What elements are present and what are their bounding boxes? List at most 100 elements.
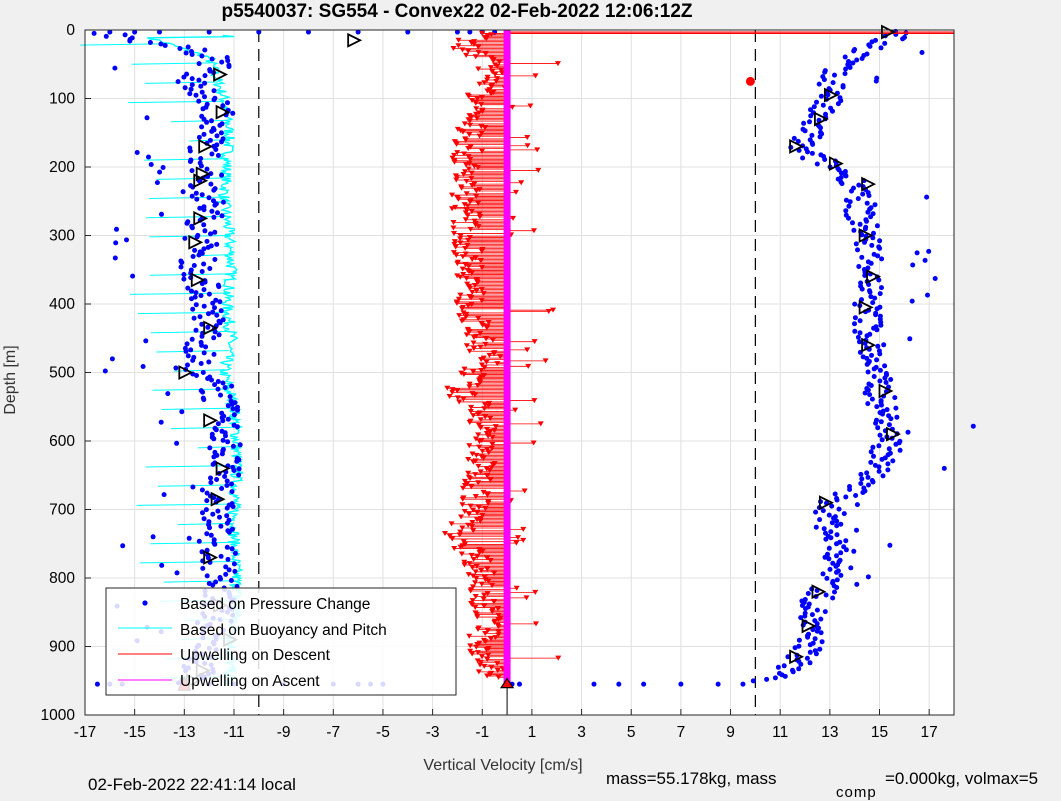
upwelling-descent-marker — [470, 340, 477, 346]
upwelling-descent-marker — [462, 262, 469, 268]
upwelling-descent-marker — [461, 202, 468, 208]
upwelling-descent-marker — [455, 196, 462, 202]
upwelling-descent-marker — [472, 100, 479, 106]
pressure-dot — [868, 260, 874, 266]
upwelling-descent-marker — [454, 126, 461, 132]
pressure-dot — [225, 416, 231, 422]
upwelling-descent-marker — [476, 444, 483, 450]
pressure-dot — [219, 172, 225, 178]
pressure-dot — [193, 190, 199, 196]
pressure-dot — [174, 570, 180, 576]
upwelling-descent-marker — [545, 309, 552, 315]
upwelling-descent-marker — [467, 643, 474, 649]
pressure-dot — [878, 322, 884, 328]
pressure-dot — [818, 125, 823, 131]
pressure-dot — [205, 244, 211, 250]
upwelling-descent-marker — [469, 584, 476, 590]
pressure-dot — [860, 490, 866, 495]
upwelling-descent-marker — [475, 463, 482, 469]
direction-marker — [203, 412, 219, 428]
upwelling-descent-marker — [495, 674, 502, 680]
pressure-dot — [792, 645, 798, 651]
pressure-dot — [807, 660, 813, 666]
x-axis-label: Vertical Velocity [cm/s] — [423, 757, 582, 774]
pressure-dot — [178, 264, 184, 270]
upwelling-descent-marker — [484, 88, 491, 94]
buoyancy-excursion — [157, 484, 236, 487]
pressure-dot — [184, 220, 190, 226]
x-tick-label: -17 — [74, 724, 96, 741]
y-tick-label: 1000 — [41, 707, 76, 724]
direction-marker — [861, 176, 877, 192]
legend-marker-pressure — [142, 600, 148, 606]
upwelling-descent-marker — [484, 673, 491, 679]
upwelling-descent-marker — [458, 551, 465, 557]
upwelling-descent-marker — [484, 657, 491, 663]
upwelling-descent-marker — [453, 252, 460, 258]
upwelling-descent-marker — [483, 647, 490, 653]
pressure-dot — [208, 532, 214, 538]
pressure-dot — [194, 373, 199, 378]
pressure-dot — [859, 254, 865, 260]
upwelling-descent-marker — [458, 318, 465, 324]
pressure-dot — [897, 447, 903, 453]
upwelling-descent-marker — [470, 346, 477, 352]
upwelling-descent-marker — [472, 436, 479, 442]
upwelling-descent-marker — [532, 73, 539, 79]
upwelling-descent-marker — [454, 395, 461, 401]
pressure-dot — [823, 592, 829, 598]
pressure-dot — [838, 550, 844, 556]
upwelling-descent-marker — [481, 406, 488, 412]
pressure-dot — [870, 235, 876, 241]
pressure-dot — [857, 318, 863, 324]
x-tick-label: -5 — [376, 724, 390, 741]
upwelling-descent-marker — [462, 246, 469, 252]
upwelling-descent-marker — [461, 562, 468, 568]
pressure-dot — [829, 503, 835, 509]
upwelling-descent-marker — [497, 354, 504, 360]
upwelling-descent-marker — [477, 469, 484, 475]
pressure-dot — [216, 332, 222, 338]
y-tick-labels: 0 100 200 300 400 500 600 700 800 900 1000 — [41, 22, 76, 724]
upwelling-descent-marker — [444, 385, 451, 391]
upwelling-descent-marker — [466, 420, 473, 426]
direction-marker — [203, 320, 219, 336]
pressure-dot — [188, 86, 194, 92]
pressure-dot — [880, 473, 886, 479]
footer-mass: mass=55.178kg, mass — [606, 769, 777, 788]
upwelling-descent-marker — [489, 441, 496, 447]
buoyancy-excursion — [139, 561, 236, 564]
pressure-dot — [869, 39, 875, 45]
upwelling-descent-marker — [466, 384, 473, 390]
legend-label-pressure: Based on Pressure Change — [180, 596, 370, 613]
pressure-dot — [203, 507, 209, 513]
pressure-dot — [219, 213, 225, 219]
upwelling-descent-marker — [476, 133, 483, 139]
pressure-dot — [189, 82, 195, 88]
upwelling-descent-marker — [495, 617, 502, 623]
pressure-dot — [207, 266, 213, 271]
legend-label-descent: Upwelling on Descent — [180, 647, 331, 664]
pressure-dot — [210, 300, 216, 306]
upwelling-descent-marker — [472, 580, 479, 586]
pressure-dot — [162, 43, 168, 48]
upwelling-descent-marker — [459, 525, 466, 531]
pressure-dot — [840, 84, 846, 90]
buoyancy-excursion — [136, 503, 235, 506]
pressure-dot — [864, 361, 870, 367]
buoyancy-excursion — [170, 119, 228, 123]
pressure-dot — [885, 467, 891, 473]
pressure-dot — [187, 159, 193, 164]
upwelling-descent-marker — [463, 311, 470, 317]
pressure-dot — [204, 238, 210, 244]
upwelling-descent-marker — [467, 156, 474, 162]
pressure-dot — [220, 317, 226, 323]
pressure-dot — [198, 156, 204, 161]
upwelling-descent-marker — [466, 285, 473, 291]
upwelling-descent-marker — [465, 154, 472, 160]
upwelling-descent-marker — [481, 365, 488, 371]
upwelling-descent-marker — [465, 572, 472, 578]
pressure-dot — [876, 277, 882, 283]
pressure-dot — [800, 155, 806, 161]
pressure-dot — [212, 305, 217, 311]
